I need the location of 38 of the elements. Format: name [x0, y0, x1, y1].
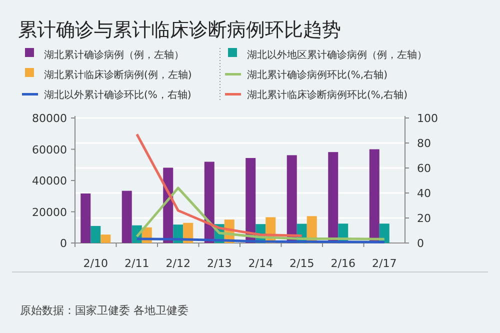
y2-tick-label: 0 [417, 237, 424, 250]
x-tick-label: 2/15 [290, 257, 314, 270]
legend-label: 湖北累计临床诊断病例环比(%,右轴) [247, 89, 408, 101]
x-tick-label: 2/12 [166, 257, 190, 270]
bar [80, 193, 91, 243]
x-tick-label: 2/10 [83, 257, 108, 270]
y2-tick-label: 100 [417, 112, 438, 125]
bar [286, 155, 297, 243]
y2-tick-label: 60 [417, 162, 431, 175]
y2-tick-label: 80 [417, 137, 431, 150]
y2-tick-label: 40 [417, 187, 431, 200]
x-tick-label: 2/17 [372, 257, 397, 270]
x-tick-label: 2/16 [330, 257, 356, 270]
bar [122, 190, 132, 243]
x-tick-label: 2/13 [207, 257, 232, 270]
line-series [136, 186, 386, 240]
x-tick-label: 2/11 [124, 257, 150, 270]
y-tick-label: 40000 [32, 174, 67, 188]
y-tick-label: 0 [60, 237, 67, 250]
legend-label: 湖北累计确诊病例环比(%,右轴) [247, 69, 388, 81]
chart-title: 累计确诊与累计临床诊断病例环比趋势 [18, 19, 341, 41]
bar [246, 158, 256, 243]
legend-label: 湖北累计确诊病例（例，左轴） [44, 49, 184, 61]
bar [369, 149, 380, 243]
y2-tick-label: 20 [417, 212, 431, 225]
bar [328, 152, 338, 243]
y-tick-label: 80000 [32, 112, 67, 125]
line-series [136, 133, 304, 237]
bar [204, 162, 214, 243]
bar [90, 226, 101, 243]
y-tick-label: 60000 [32, 143, 67, 156]
legend-label: 湖北以外累计确诊环比(%，右轴) [44, 89, 192, 101]
x-tick-label: 2/14 [248, 257, 273, 270]
text: 原始数据：国家卫健委 各地卫健委 [20, 304, 188, 317]
y-tick-label: 20000 [32, 206, 67, 219]
bar [100, 234, 111, 243]
legend-label: 湖北以外地区累计确诊病例（例，左轴） [247, 49, 427, 61]
legend-label: 湖北累计临床诊断病例(例，左轴) [44, 69, 192, 81]
